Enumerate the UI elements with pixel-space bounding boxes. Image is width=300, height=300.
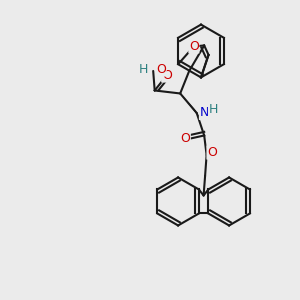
- Text: O: O: [180, 132, 190, 145]
- Text: N: N: [200, 106, 209, 119]
- Text: O: O: [207, 146, 217, 159]
- Text: H: H: [208, 103, 218, 116]
- Text: O: O: [189, 40, 199, 53]
- Text: O: O: [162, 69, 172, 82]
- Text: O: O: [156, 63, 166, 76]
- Text: H: H: [138, 63, 148, 76]
- Polygon shape: [180, 94, 199, 117]
